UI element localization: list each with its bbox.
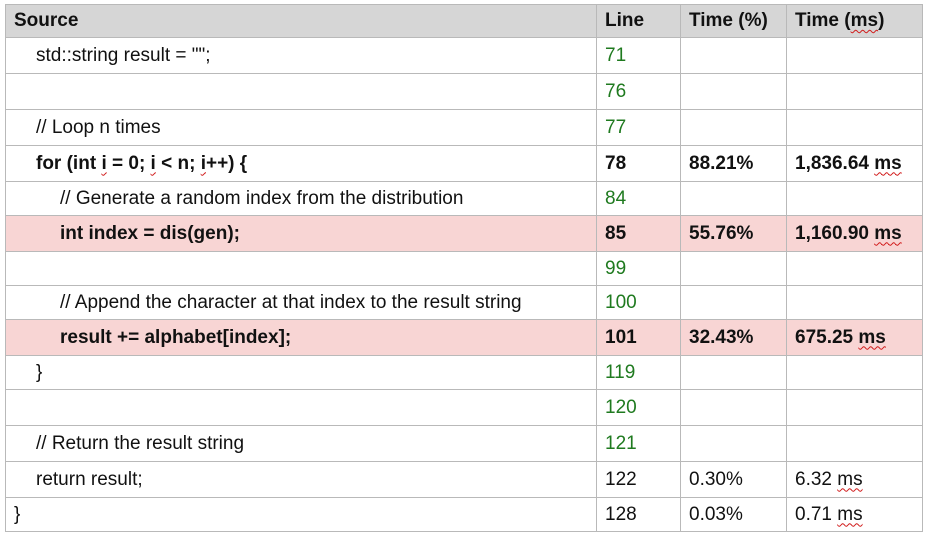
source-cell: } <box>5 497 597 532</box>
time-percent-cell <box>680 425 787 462</box>
time-ms-cell <box>786 37 923 74</box>
time-percent-cell <box>680 181 787 216</box>
table-row[interactable]: // Append the character at that index to… <box>5 285 923 320</box>
line-number-cell[interactable]: 77 <box>596 109 681 146</box>
line-number-cell[interactable]: 76 <box>596 73 681 110</box>
time-ms-cell <box>786 109 923 146</box>
time-ms-unit: ms <box>837 503 863 525</box>
time-ms-cell: 1,836.64 ms <box>786 145 923 182</box>
line-number-cell[interactable]: 120 <box>596 389 681 426</box>
header-source[interactable]: Source <box>5 4 597 38</box>
source-cell <box>5 389 597 426</box>
table-row[interactable]: // Loop n times 77 <box>5 109 923 146</box>
line-number-cell[interactable]: 128 <box>596 497 681 532</box>
source-cell <box>5 251 597 286</box>
source-cell: result += alphabet[index]; <box>5 319 597 356</box>
time-ms-cell: 6.32 ms <box>786 461 923 498</box>
time-percent-cell <box>680 109 787 146</box>
time-ms-value: 675.25 <box>795 326 854 348</box>
time-ms-cell <box>786 251 923 286</box>
table-row[interactable]: } 128 0.03% 0.71 ms <box>5 497 923 532</box>
source-cell: int index = dis(gen); <box>5 215 597 252</box>
table-row[interactable]: std::string result = ""; 71 <box>5 37 923 74</box>
time-ms-cell: 0.71 ms <box>786 497 923 532</box>
time-ms-value: 1,836.64 <box>795 152 869 174</box>
time-percent-cell: 55.76% <box>680 215 787 252</box>
time-ms-unit: ms <box>874 222 902 244</box>
time-percent-cell: 0.03% <box>680 497 787 532</box>
table-row-hot-highlighted[interactable]: result += alphabet[index]; 101 32.43% 67… <box>5 319 923 356</box>
line-number-cell[interactable]: 99 <box>596 251 681 286</box>
table-row[interactable]: // Generate a random index from the dist… <box>5 181 923 216</box>
time-ms-cell: 1,160.90 ms <box>786 215 923 252</box>
table-header-row: Source Line Time (%) Time (ms) <box>5 4 923 38</box>
time-percent-cell <box>680 37 787 74</box>
time-percent-cell <box>680 389 787 426</box>
table-row[interactable]: } 119 <box>5 355 923 390</box>
spellcheck-token: i <box>200 152 206 174</box>
line-number-cell[interactable]: 71 <box>596 37 681 74</box>
source-cell: std::string result = ""; <box>5 37 597 74</box>
time-ms-cell <box>786 355 923 390</box>
time-percent-cell <box>680 251 787 286</box>
time-ms-value: 1,160.90 <box>795 222 869 244</box>
header-time-percent[interactable]: Time (%) <box>680 4 787 38</box>
profiler-source-table: Source Line Time (%) Time (ms) std::stri… <box>5 4 923 532</box>
spellcheck-token: i <box>150 152 156 174</box>
time-ms-cell <box>786 181 923 216</box>
header-time-ms-unit: ms <box>850 10 879 31</box>
time-ms-value: 6.32 <box>795 468 832 490</box>
source-cell <box>5 73 597 110</box>
time-ms-unit: ms <box>837 468 863 490</box>
header-line[interactable]: Line <box>596 4 681 38</box>
code-token: for (int <box>36 152 102 174</box>
table-row[interactable]: 120 <box>5 389 923 426</box>
time-ms-cell <box>786 389 923 426</box>
source-cell: // Append the character at that index to… <box>5 285 597 320</box>
time-ms-value: 0.71 <box>795 503 832 525</box>
line-number-cell[interactable]: 122 <box>596 461 681 498</box>
line-number-cell[interactable]: 84 <box>596 181 681 216</box>
header-time-ms-pre: Time ( <box>795 10 851 31</box>
line-number-cell[interactable]: 100 <box>596 285 681 320</box>
line-number-cell[interactable]: 78 <box>596 145 681 182</box>
source-cell: for (int i = 0; i < n; i++) { <box>5 145 597 182</box>
time-ms-cell <box>786 285 923 320</box>
time-percent-cell: 32.43% <box>680 319 787 356</box>
code-token: < n; <box>155 152 201 174</box>
spellcheck-token: i <box>101 152 107 174</box>
source-cell: } <box>5 355 597 390</box>
header-time-ms-post: ) <box>878 10 885 31</box>
source-cell: // Loop n times <box>5 109 597 146</box>
time-percent-cell: 88.21% <box>680 145 787 182</box>
time-percent-cell <box>680 285 787 320</box>
time-ms-cell <box>786 425 923 462</box>
code-token: ++) { <box>205 152 248 174</box>
source-cell: // Generate a random index from the dist… <box>5 181 597 216</box>
source-cell: // Return the result string <box>5 425 597 462</box>
table-row[interactable]: 76 <box>5 73 923 110</box>
line-number-cell[interactable]: 101 <box>596 319 681 356</box>
line-number-cell[interactable]: 85 <box>596 215 681 252</box>
time-ms-cell <box>786 73 923 110</box>
line-number-cell[interactable]: 121 <box>596 425 681 462</box>
table-row-hot[interactable]: for (int i = 0; i < n; i++) { 78 88.21% … <box>5 145 923 182</box>
time-ms-unit: ms <box>858 326 886 348</box>
time-percent-cell <box>680 355 787 390</box>
time-ms-unit: ms <box>874 152 902 174</box>
table-row[interactable]: 99 <box>5 251 923 286</box>
time-ms-cell: 675.25 ms <box>786 319 923 356</box>
line-number-cell[interactable]: 119 <box>596 355 681 390</box>
table-row[interactable]: return result; 122 0.30% 6.32 ms <box>5 461 923 498</box>
code-token: = 0; <box>106 152 151 174</box>
table-row[interactable]: // Return the result string 121 <box>5 425 923 462</box>
time-percent-cell <box>680 73 787 110</box>
time-percent-cell: 0.30% <box>680 461 787 498</box>
source-cell: return result; <box>5 461 597 498</box>
table-row-hot-highlighted[interactable]: int index = dis(gen); 85 55.76% 1,160.90… <box>5 215 923 252</box>
header-time-ms[interactable]: Time (ms) <box>786 4 923 38</box>
